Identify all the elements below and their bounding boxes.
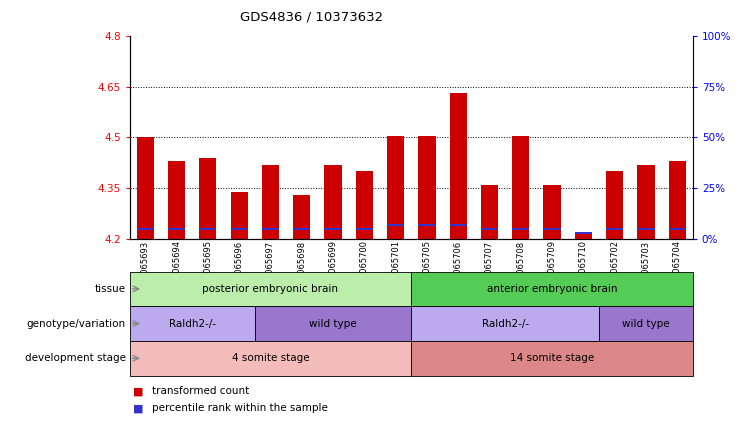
Bar [325,165,342,239]
Bar [668,228,686,230]
Bar [575,232,592,239]
Text: tissue: tissue [95,284,126,294]
Bar [325,228,342,230]
Text: transformed count: transformed count [152,386,249,396]
Bar [387,136,405,239]
Text: ■: ■ [133,386,144,396]
Bar [387,224,405,226]
Bar [293,195,310,239]
Bar [418,224,436,226]
Text: posterior embryonic brain: posterior embryonic brain [202,284,339,294]
Bar [606,228,623,230]
Bar [512,136,529,239]
Text: anterior embryonic brain: anterior embryonic brain [487,284,617,294]
Bar [637,228,654,230]
Text: wild type: wild type [309,319,357,329]
Text: genotype/variation: genotype/variation [27,319,126,329]
Text: ■: ■ [133,403,144,413]
Bar [606,171,623,239]
Bar [168,228,185,230]
Bar [450,224,467,226]
Bar [199,228,216,230]
Bar [450,93,467,239]
Bar [230,192,247,239]
Bar [356,171,373,239]
Text: development stage: development stage [25,353,126,363]
Text: GDS4836 / 10373632: GDS4836 / 10373632 [239,11,383,24]
Text: 4 somite stage: 4 somite stage [232,353,309,363]
Text: percentile rank within the sample: percentile rank within the sample [152,403,328,413]
Bar [199,158,216,239]
Bar [543,185,561,239]
Bar [481,228,498,230]
Bar [575,232,592,234]
Bar [637,165,654,239]
Bar [668,161,686,239]
Bar [418,136,436,239]
Bar [293,228,310,230]
Bar [230,228,247,230]
Bar [168,161,185,239]
Text: Raldh2-/-: Raldh2-/- [169,319,216,329]
Bar [481,185,498,239]
Bar [356,228,373,230]
Bar [512,228,529,230]
Text: 14 somite stage: 14 somite stage [510,353,594,363]
Bar [262,228,279,230]
Bar [136,228,154,230]
Bar [543,228,561,230]
Text: wild type: wild type [622,319,670,329]
Bar [136,137,154,239]
Bar [262,165,279,239]
Text: Raldh2-/-: Raldh2-/- [482,319,528,329]
